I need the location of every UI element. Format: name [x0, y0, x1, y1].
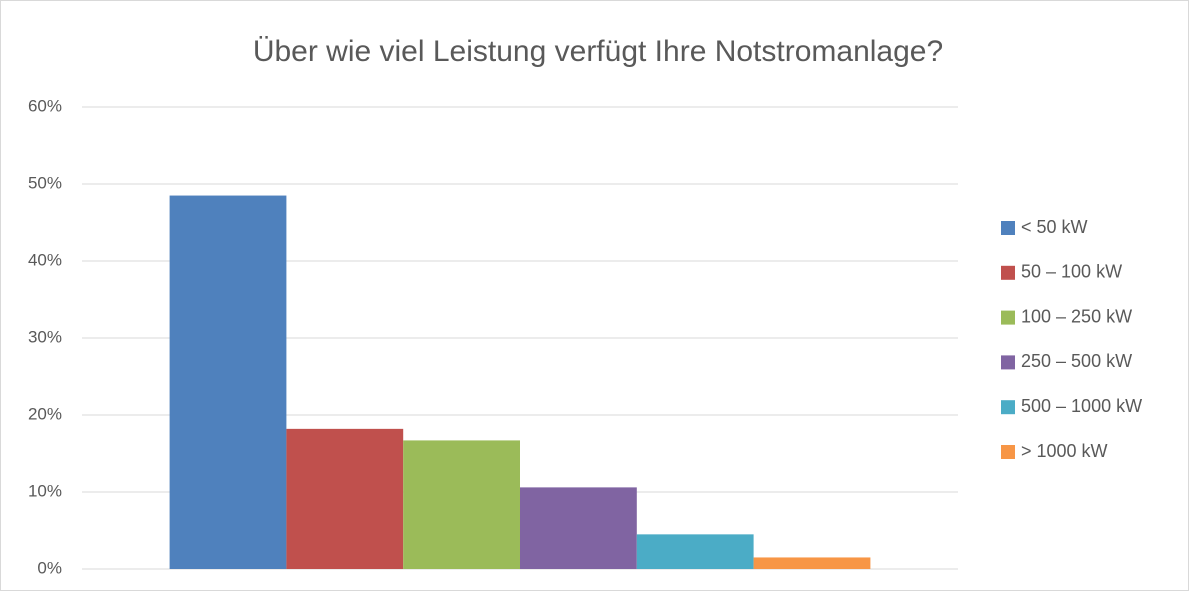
- bar: [753, 557, 871, 569]
- y-tick-label: 60%: [28, 96, 62, 115]
- legend-label: 250 – 500 kW: [1021, 351, 1132, 371]
- legend-swatch: [1001, 310, 1015, 325]
- legend-swatch: [1001, 400, 1015, 415]
- bar: [403, 440, 520, 569]
- legend-label: > 1000 kW: [1021, 441, 1108, 461]
- bar: [169, 195, 287, 570]
- y-tick-label: 0%: [37, 558, 62, 577]
- legend-swatch: [1001, 265, 1015, 280]
- legend-label: 500 – 1000 kW: [1021, 396, 1142, 416]
- legend-swatch: [1001, 445, 1015, 459]
- y-tick-label: 40%: [28, 250, 62, 269]
- chart-title: Über wie viel Leistung verfügt Ihre Nots…: [253, 35, 943, 68]
- bar: [636, 534, 754, 569]
- bar: [286, 428, 404, 569]
- y-tick-label: 10%: [28, 481, 62, 500]
- legend-label: < 50 kW: [1021, 217, 1088, 237]
- y-tick-label: 20%: [28, 404, 62, 423]
- y-tick-label: 50%: [28, 173, 62, 192]
- legend-swatch: [1001, 221, 1015, 235]
- bar: [520, 487, 637, 569]
- legend-label: 100 – 250 kW: [1021, 306, 1132, 326]
- legend-swatch: [1001, 355, 1015, 370]
- y-tick-label: 30%: [28, 327, 62, 346]
- legend-label: 50 – 100 kW: [1021, 262, 1122, 282]
